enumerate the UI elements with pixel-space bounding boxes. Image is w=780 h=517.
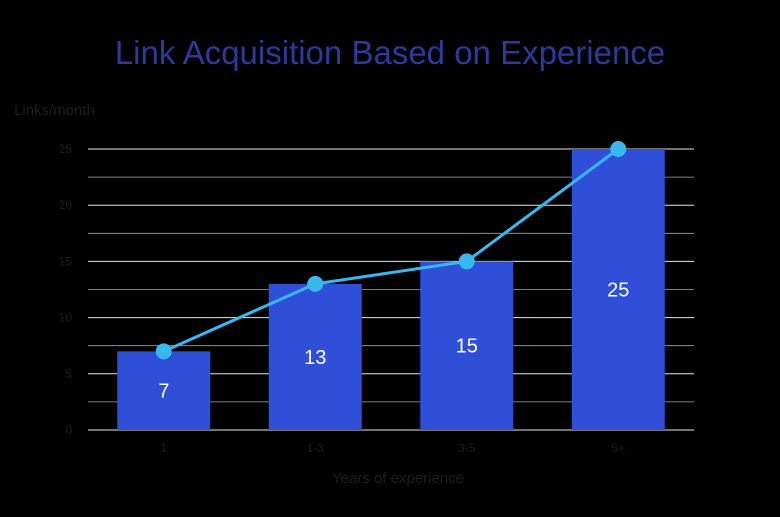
bar: [268, 283, 362, 430]
y-axis-label: Links/month: [14, 102, 95, 119]
bar-value-label: 7: [158, 381, 169, 403]
y-tick-label: 10: [59, 311, 73, 325]
x-tick-label: 1: [160, 441, 167, 455]
trend-line: [155, 141, 627, 360]
trend-line-path: [163, 147, 620, 353]
bars: 7 13 15 25: [117, 149, 665, 430]
trend-point: [610, 141, 627, 157]
bar-value-label: 15: [456, 336, 478, 358]
x-tick-label: 5+: [611, 441, 625, 455]
bar: [571, 149, 665, 430]
chart-title: Link Acquisition Based on Experience: [114, 34, 666, 71]
trend-point: [307, 275, 324, 292]
y-tick-label: 25: [59, 142, 73, 156]
y-tick-label: 20: [59, 198, 73, 212]
trend-point: [155, 343, 172, 360]
x-tick-label: 3-5: [458, 441, 476, 455]
bar-value-label: 13: [304, 347, 326, 369]
y-tick-label: 15: [59, 254, 73, 268]
x-axis-label: Years of experience: [332, 470, 464, 487]
bar-value-label: 25: [607, 280, 629, 302]
bar: [420, 261, 514, 430]
y-tick-label: 0: [65, 423, 72, 437]
ticks: 0 5 10 15 20 25 1 1-3 3-5 5+: [59, 142, 625, 455]
x-tick-label: 1-3: [307, 441, 325, 455]
y-tick-label: 5: [65, 367, 72, 381]
trend-point: [458, 253, 475, 270]
bar: [117, 351, 211, 430]
